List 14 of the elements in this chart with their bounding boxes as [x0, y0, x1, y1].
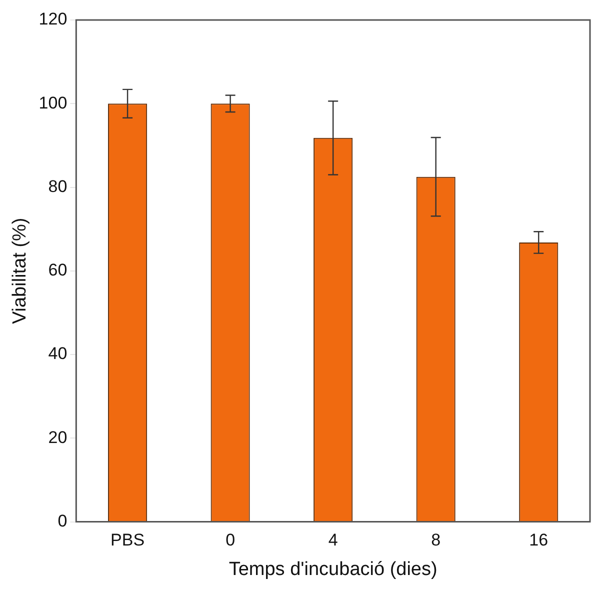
- x-axis-title: Temps d'incubació (dies): [228, 558, 438, 580]
- y-tick-label: 120: [38, 10, 68, 29]
- y-tick-label: 60: [48, 260, 68, 280]
- x-tick-label: 0: [226, 530, 236, 550]
- x-tick-label: 16: [529, 530, 548, 550]
- x-tick-label: PBS: [110, 530, 145, 550]
- y-tick-label: 80: [48, 176, 68, 196]
- x-tick-label: 4: [328, 530, 338, 550]
- x-tick-label: 8: [431, 530, 441, 550]
- y-axis-title: Viabilitat (%): [10, 218, 31, 324]
- y-tick-label: 100: [38, 93, 68, 112]
- y-tick-label: 0: [58, 511, 68, 530]
- y-tick-label: 40: [48, 344, 68, 364]
- y-tick-label: 20: [48, 428, 68, 447]
